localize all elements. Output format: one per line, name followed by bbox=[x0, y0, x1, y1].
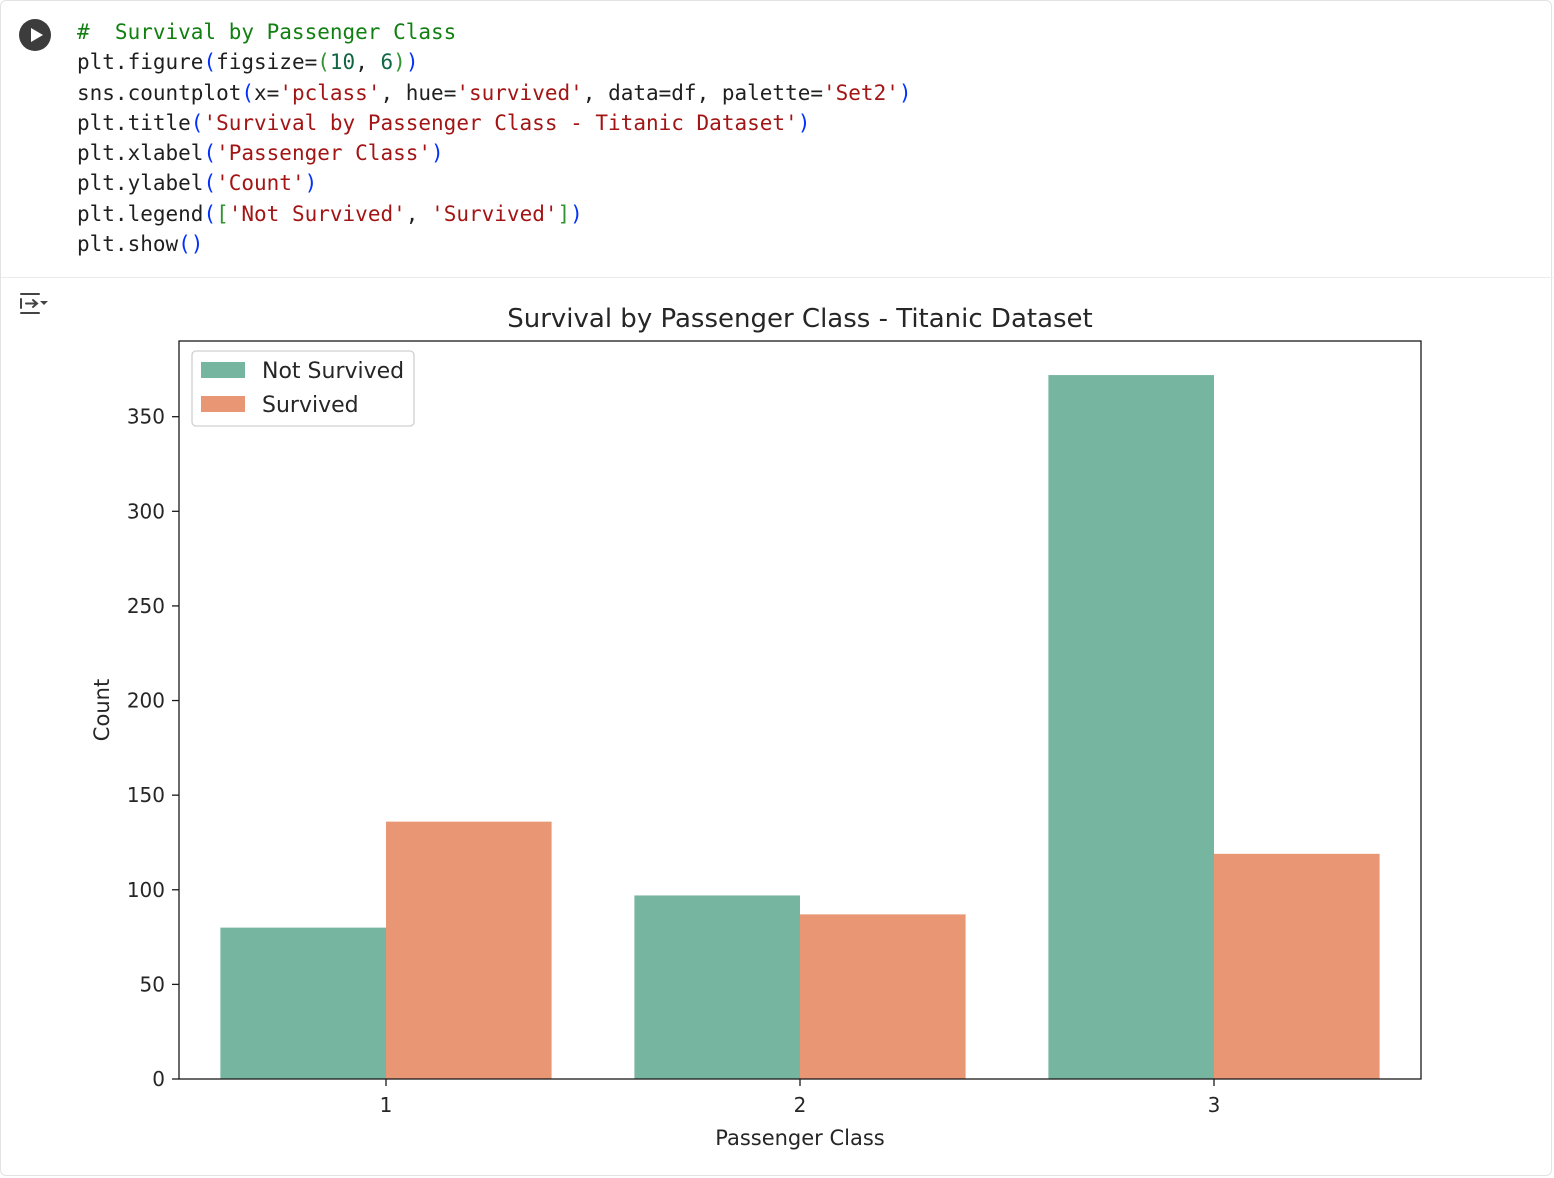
y-tick-label: 150 bbox=[127, 783, 165, 807]
code-token: 'Passenger Class' bbox=[216, 141, 432, 166]
code-token: 'Count' bbox=[216, 171, 305, 196]
output-toggle-icon[interactable] bbox=[17, 289, 51, 319]
y-tick-label: 250 bbox=[127, 594, 165, 618]
code-token: sns.countplot bbox=[77, 80, 242, 105]
code-line: plt.legend(['Not Survived', 'Survived']) bbox=[77, 202, 583, 226]
code-text[interactable]: # Survival by Passenger Class plt.figure… bbox=[77, 17, 912, 259]
code-token: () bbox=[178, 232, 204, 257]
code-line: sns.countplot(x='pclass', hue='survived'… bbox=[77, 81, 912, 105]
code-token: plt.show bbox=[77, 232, 179, 257]
play-icon[interactable] bbox=[19, 19, 51, 51]
code-token: 'Survival by Passenger Class - Titanic D… bbox=[203, 110, 798, 135]
code-token: 'Survived' bbox=[431, 201, 558, 226]
chart-figure: 0 50 100 150 200 250 300 350 1 2 3 Survival by Pass… bbox=[90, 304, 1422, 1150]
code-line: plt.xlabel('Passenger Class') bbox=[77, 141, 444, 165]
code-token: ] bbox=[557, 201, 571, 226]
bar bbox=[1214, 853, 1380, 1079]
legend-label: Survived bbox=[262, 393, 359, 418]
code-token: , bbox=[405, 201, 432, 226]
code-token: ( bbox=[190, 110, 204, 135]
x-tick-label: 1 bbox=[380, 1093, 393, 1117]
legend-label: Not Survived bbox=[262, 359, 404, 384]
y-tick-label: 100 bbox=[127, 878, 165, 902]
code-line: plt.show() bbox=[77, 232, 203, 256]
bar bbox=[634, 895, 800, 1079]
bar bbox=[386, 821, 552, 1079]
code-token: ) bbox=[898, 80, 912, 105]
code-token: 6 bbox=[380, 50, 394, 75]
code-line: plt.ylabel('Count') bbox=[77, 171, 317, 195]
code-token: ( bbox=[241, 80, 255, 105]
x-axis-label: Passenger Class bbox=[715, 1126, 885, 1150]
bar bbox=[220, 927, 386, 1079]
y-tick-label: 200 bbox=[127, 689, 165, 713]
code-token: ( bbox=[317, 50, 330, 75]
code-token: 10 bbox=[329, 50, 356, 75]
code-token: 'Set2' bbox=[823, 80, 899, 105]
x-tick-label: 3 bbox=[1208, 1093, 1221, 1117]
code-line: # Survival by Passenger Class bbox=[77, 20, 456, 44]
code-token: # Survival by Passenger Class bbox=[77, 20, 457, 44]
code-token: ( bbox=[203, 201, 217, 226]
code-token: plt.xlabel bbox=[77, 141, 204, 166]
y-tick-label: 350 bbox=[127, 405, 165, 429]
code-token: , bbox=[355, 50, 381, 75]
code-token: plt.figure bbox=[77, 50, 204, 75]
x-tick-label: 2 bbox=[794, 1093, 807, 1117]
code-token: x= bbox=[254, 80, 280, 105]
code-token: 'survived' bbox=[456, 80, 583, 105]
bar bbox=[800, 914, 966, 1079]
code-token: plt.legend bbox=[77, 201, 204, 226]
bar bbox=[1048, 375, 1214, 1079]
legend-box bbox=[191, 350, 415, 427]
code-token: ) bbox=[797, 110, 811, 135]
chart-title: Survival by Passenger Class - Titanic Da… bbox=[507, 304, 1093, 334]
y-tick-label: 300 bbox=[127, 499, 165, 523]
code-token: ) bbox=[431, 141, 444, 166]
y-tick-label: 50 bbox=[140, 972, 165, 996]
code-token: ( bbox=[203, 141, 217, 166]
code-line: plt.figure(figsize=(10, 6)) bbox=[77, 50, 418, 74]
code-token: ) bbox=[304, 171, 318, 196]
code-token: 'pclass' bbox=[279, 80, 381, 105]
code-token: plt.title bbox=[77, 110, 191, 135]
legend-swatch bbox=[201, 362, 245, 378]
code-token: , hue= bbox=[380, 80, 457, 105]
code-token: ) bbox=[405, 50, 419, 75]
code-token: figsize= bbox=[216, 50, 318, 75]
code-token: [ bbox=[216, 201, 229, 226]
code-token: ) bbox=[570, 201, 583, 226]
y-axis-label: Count bbox=[90, 679, 114, 741]
code-token: ( bbox=[203, 50, 217, 75]
code-token: plt.ylabel bbox=[77, 171, 204, 196]
y-tick-label: 0 bbox=[152, 1067, 165, 1091]
legend-swatch bbox=[201, 396, 245, 412]
code-token: ( bbox=[203, 171, 217, 196]
code-editor[interactable]: # Survival by Passenger Class plt.figure… bbox=[1, 1, 1553, 278]
code-line: plt.title('Survival by Passenger Class -… bbox=[77, 111, 810, 135]
code-token: ) bbox=[393, 50, 406, 75]
code-token: , data=df, palette= bbox=[582, 80, 823, 105]
code-token: 'Not Survived' bbox=[228, 201, 406, 226]
